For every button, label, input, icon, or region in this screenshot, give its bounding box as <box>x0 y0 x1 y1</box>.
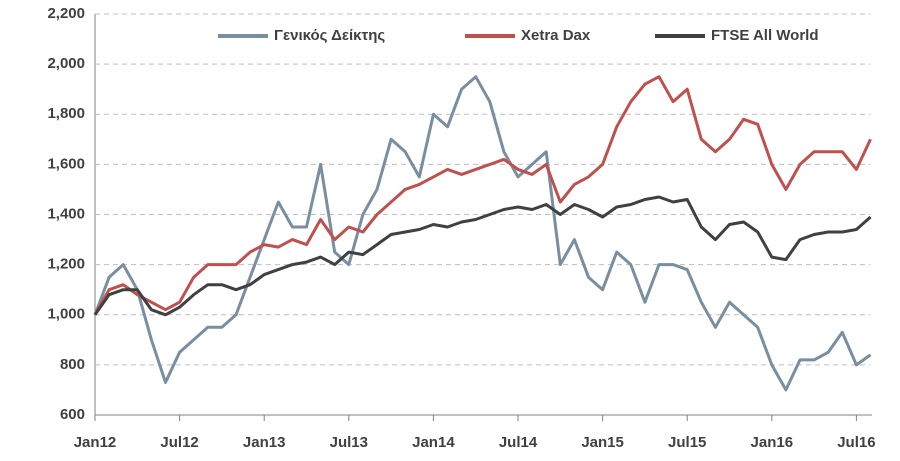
x-tick-label: Jan15 <box>581 434 624 451</box>
x-tick-label: Jul13 <box>330 434 368 451</box>
x-tick-label: Jul15 <box>668 434 706 451</box>
x-tick-label: Jul16 <box>837 434 875 451</box>
x-tick-label: Jan16 <box>751 434 794 451</box>
x-tick-label: Jan14 <box>412 434 455 451</box>
y-tick-label: 1,000 <box>47 306 85 323</box>
x-tick-label: Jan13 <box>243 434 286 451</box>
x-tick-label: Jul12 <box>160 434 198 451</box>
y-tick-label: 800 <box>60 356 85 373</box>
y-tick-label: 1,800 <box>47 105 85 122</box>
x-tick-label: Jan12 <box>74 434 117 451</box>
line-series <box>93 75 872 392</box>
y-tick-label: 2,000 <box>47 55 85 72</box>
legend-label: FTSE All World <box>711 27 819 44</box>
legend-label: Γενικός Δείκτης <box>274 27 385 44</box>
y-tick-label: 1,200 <box>47 256 85 273</box>
line-series <box>93 75 872 316</box>
legend-label: Xetra Dax <box>521 27 591 44</box>
y-tick-label: 1,600 <box>47 155 85 172</box>
line-series <box>93 195 872 317</box>
y-tick-label: 1,400 <box>47 205 85 222</box>
x-tick-label: Jul14 <box>499 434 538 451</box>
y-tick-label: 600 <box>60 406 85 423</box>
y-tick-label: 2,200 <box>47 5 85 22</box>
